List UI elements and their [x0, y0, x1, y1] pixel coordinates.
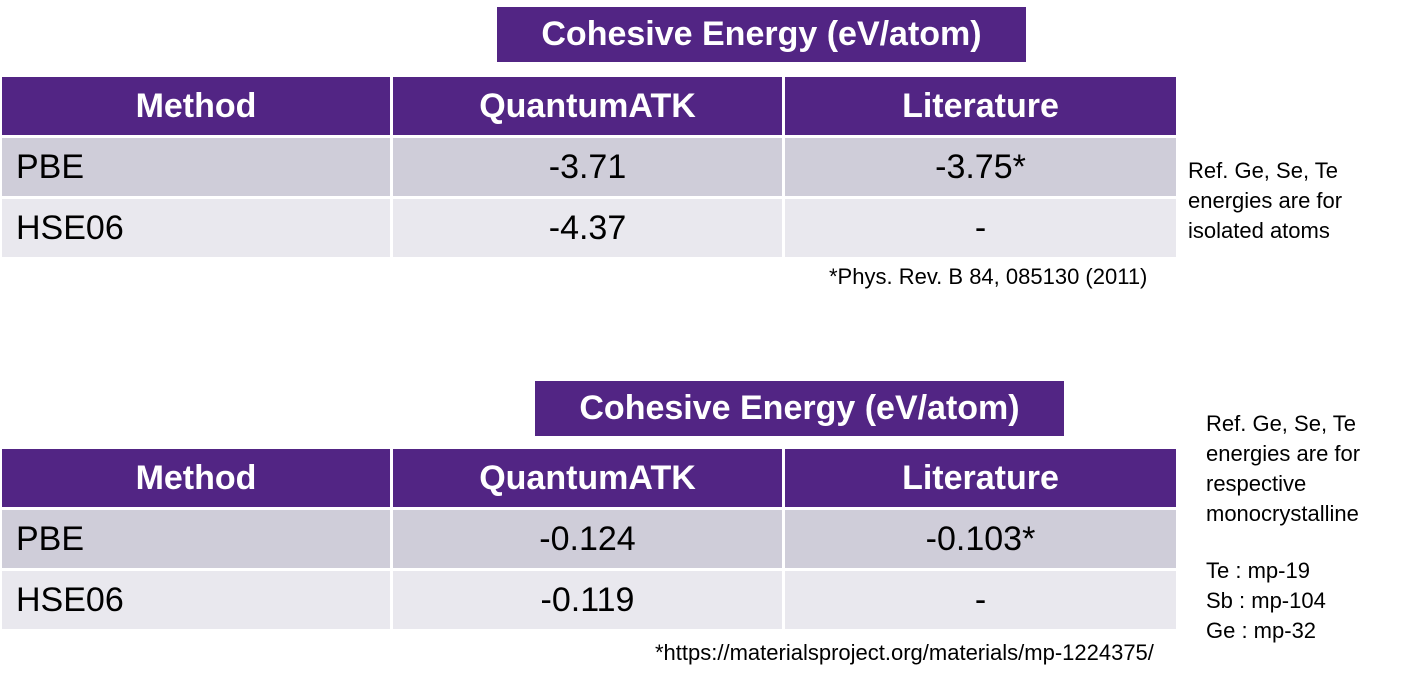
cell-method: PBE: [2, 138, 393, 199]
ref-line: Sb : mp-104: [1206, 588, 1326, 613]
table-row: HSE06 -0.119 -: [2, 571, 1176, 632]
section2-reference-list: Te : mp-19 Sb : mp-104 Ge : mp-32: [1206, 556, 1406, 646]
note-line: Ref. Ge, Se, Te: [1206, 411, 1357, 436]
cell-quantumatk: -0.119: [393, 571, 785, 632]
cell-quantumatk: -4.37: [393, 199, 785, 260]
note-line: Ref. Ge, Se, Te: [1188, 158, 1339, 183]
note-line: energies are for: [1188, 188, 1343, 213]
header-method: Method: [2, 77, 393, 138]
note-line: respective: [1206, 471, 1307, 496]
ref-line: Te : mp-19: [1206, 558, 1310, 583]
table-header-row: Method QuantumATK Literature: [2, 77, 1176, 138]
section2-side-note: Ref. Ge, Se, Te energies are for respect…: [1206, 409, 1416, 529]
note-line: energies are for: [1206, 441, 1361, 466]
cohesive-energy-table-isolated: Method QuantumATK Literature PBE -3.71 -…: [2, 77, 1176, 260]
table-row: PBE -3.71 -3.75*: [2, 138, 1176, 199]
section1-side-note: Ref. Ge, Se, Te energies are for isolate…: [1188, 156, 1408, 246]
note-line: monocrystalline: [1206, 501, 1359, 526]
cell-method: HSE06: [2, 571, 393, 632]
cohesive-energy-table-monocrystalline: Method QuantumATK Literature PBE -0.124 …: [2, 449, 1176, 632]
table-row: HSE06 -4.37 -: [2, 199, 1176, 260]
section2-title: Cohesive Energy (eV/atom): [535, 381, 1064, 436]
section2-footnote: *https://materialsproject.org/materials/…: [655, 640, 1154, 665]
note-line: isolated atoms: [1188, 218, 1330, 243]
cell-literature: -: [785, 571, 1176, 632]
section1-title: Cohesive Energy (eV/atom): [497, 7, 1026, 62]
table-row: PBE -0.124 -0.103*: [2, 510, 1176, 571]
header-quantumatk: QuantumATK: [393, 77, 785, 138]
cell-literature: -0.103*: [785, 510, 1176, 571]
table-header-row: Method QuantumATK Literature: [2, 449, 1176, 510]
header-literature: Literature: [785, 449, 1176, 510]
header-literature: Literature: [785, 77, 1176, 138]
header-quantumatk: QuantumATK: [393, 449, 785, 510]
ref-line: Ge : mp-32: [1206, 618, 1317, 643]
header-method: Method: [2, 449, 393, 510]
cell-literature: -3.75*: [785, 138, 1176, 199]
section1-footnote: *Phys. Rev. B 84, 085130 (2011): [829, 264, 1148, 289]
cell-quantumatk: -3.71: [393, 138, 785, 199]
cell-method: PBE: [2, 510, 393, 571]
cell-method: HSE06: [2, 199, 393, 260]
cell-literature: -: [785, 199, 1176, 260]
cell-quantumatk: -0.124: [393, 510, 785, 571]
